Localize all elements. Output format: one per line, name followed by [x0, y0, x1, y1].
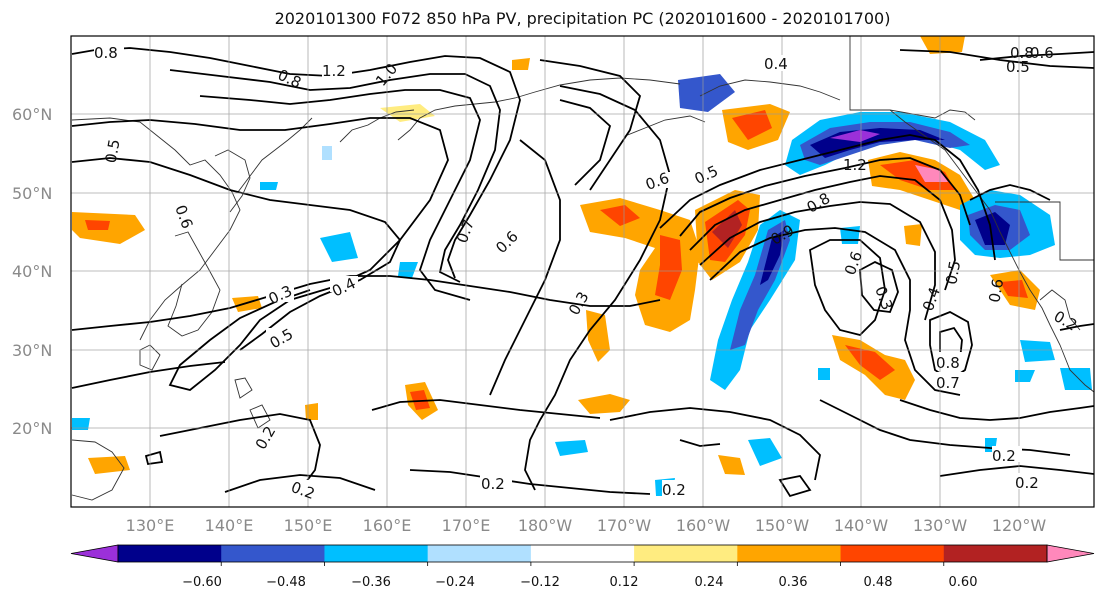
- precip-positive-patch: [1000, 280, 1028, 298]
- lon-label: 160°E: [363, 516, 412, 535]
- precip-positive-patch: [655, 235, 682, 300]
- colorbar-tick-label: −0.48: [266, 575, 306, 590]
- contour-label: 0.8: [936, 354, 960, 372]
- precip-negative-patch: [818, 368, 830, 380]
- precip-positive-patch: [305, 403, 318, 420]
- contour-label: 0.7: [936, 374, 960, 392]
- contour-label: 0.5: [1006, 58, 1030, 76]
- colorbar-swatch: [324, 545, 429, 562]
- precip-negative-patch: [1020, 340, 1055, 362]
- precip-negative-patch: [320, 232, 358, 262]
- precip-positive-patch: [600, 205, 640, 226]
- colorbar-swatch: [634, 545, 738, 562]
- colorbar-tick-label: 0.60: [949, 575, 978, 590]
- colorbar: −0.60 −0.48 −0.36 −0.24 −0.12 0.12 0.24 …: [70, 544, 1095, 590]
- contour-labels: 0.8 1.2 1.0 0.8 0.4 0.8 0.5 0.6 0.5 0.6 …: [94, 44, 1080, 503]
- precip-positive-patch: [712, 210, 742, 248]
- lat-label-50n: 50°N: [12, 184, 52, 203]
- contour-label: 0.8: [94, 44, 118, 62]
- colorbar-swatch: [118, 545, 222, 562]
- precip-negative-patch: [975, 212, 1010, 245]
- lon-label: 140°W: [834, 516, 889, 535]
- colorbar-swatch: [427, 545, 532, 562]
- colorbar-extend-min: [70, 544, 119, 563]
- lon-label: 130°W: [913, 516, 968, 535]
- lon-label: 150°E: [284, 516, 333, 535]
- map-title: 2020101300 F072 850 hPa PV, precipitatio…: [274, 9, 891, 28]
- precip-positive-patch: [732, 110, 772, 140]
- contour-label: 0.2: [992, 447, 1016, 465]
- colorbar-tick-label: 0.24: [695, 575, 724, 590]
- contour-label: 0.6: [985, 277, 1007, 304]
- precip-positive-patch: [718, 455, 745, 475]
- precip-negative-patch: [260, 182, 278, 190]
- colorbar-tick-labels: −0.60 −0.48 −0.36 −0.24 −0.12 0.12 0.24 …: [182, 575, 977, 590]
- longitude-labels: 130°E 140°E 150°E 160°E 170°E 180°W 170°…: [126, 516, 1047, 535]
- colorbar-swatch: [943, 545, 1048, 562]
- colorbar-tick-label: 0.48: [864, 575, 893, 590]
- precip-negative-patch: [322, 146, 332, 160]
- latitude-labels: 60°N 50°N 40°N 30°N 20°N: [12, 105, 52, 438]
- colorbar-swatch: [530, 545, 635, 562]
- colorbar-tick-label: −0.24: [435, 575, 475, 590]
- map-frame: [70, 35, 1095, 508]
- contour-label: 0.2: [662, 481, 686, 499]
- precip-negative-patch: [748, 438, 782, 466]
- precip-negative-patch: [398, 262, 418, 278]
- lon-label: 120°W: [992, 516, 1047, 535]
- colorbar-ticks: [220, 562, 945, 566]
- contour-label: 0.8: [1010, 44, 1034, 62]
- coastlines: [71, 36, 1094, 501]
- contour-label: 0.2: [481, 475, 505, 493]
- precip-negative-patch: [1015, 370, 1035, 382]
- precip-negative-patch: [72, 418, 90, 430]
- precip-positive-patch: [85, 220, 110, 230]
- precip-positive-patch: [72, 212, 145, 244]
- contour-label: 0.5: [942, 259, 964, 286]
- lat-label-20n: 20°N: [12, 419, 52, 438]
- graticule: [71, 36, 1094, 507]
- colorbar-tick-label: −0.36: [351, 575, 391, 590]
- colorbar-swatch: [840, 545, 945, 562]
- colorbar-tick-label: −0.12: [520, 575, 560, 590]
- lon-label: 170°W: [597, 516, 652, 535]
- precip-positive-patch: [512, 58, 530, 70]
- lon-label: 180°W: [518, 516, 573, 535]
- contour-label: 0.2: [1015, 474, 1039, 492]
- colorbar-swatch: [737, 545, 842, 562]
- lat-label-40n: 40°N: [12, 262, 52, 281]
- precip-negative-patch: [830, 130, 880, 142]
- precip-positive-patch: [904, 224, 922, 246]
- map-background: [71, 36, 1094, 507]
- precipitation-shading: [72, 36, 1092, 496]
- colorbar-tick-label: 0.36: [779, 575, 808, 590]
- lon-label: 150°W: [755, 516, 810, 535]
- contour-label: 0.5: [102, 138, 124, 165]
- precip-negative-patch: [555, 440, 588, 456]
- precip-positive-patch: [578, 394, 630, 414]
- contour-label: 1.2: [843, 156, 867, 174]
- precip-positive-patch: [880, 160, 955, 190]
- lon-label: 140°E: [205, 516, 254, 535]
- precip-positive-patch: [410, 390, 430, 410]
- contour-label: 0.6: [1030, 44, 1054, 62]
- contour-label: 1.2: [322, 62, 346, 80]
- lat-label-30n: 30°N: [12, 341, 52, 360]
- colorbar-swatch: [221, 545, 325, 562]
- precip-positive-patch: [920, 36, 965, 54]
- colorbar-swatches: [70, 544, 1095, 563]
- colorbar-tick-label: 0.12: [610, 575, 639, 590]
- precip-positive-patch: [845, 345, 895, 380]
- colorbar-extend-max: [1046, 544, 1095, 563]
- lon-label: 130°E: [126, 516, 175, 535]
- colorbar-outline: [117, 544, 1048, 563]
- lat-label-60n: 60°N: [12, 105, 52, 124]
- colorbar-tick-label: −0.60: [182, 575, 222, 590]
- precip-positive-patch: [586, 310, 610, 362]
- lon-label: 160°W: [676, 516, 731, 535]
- lon-label: 170°E: [442, 516, 491, 535]
- precip-positive-patch: [88, 456, 130, 474]
- contour-label: 0.4: [764, 55, 788, 73]
